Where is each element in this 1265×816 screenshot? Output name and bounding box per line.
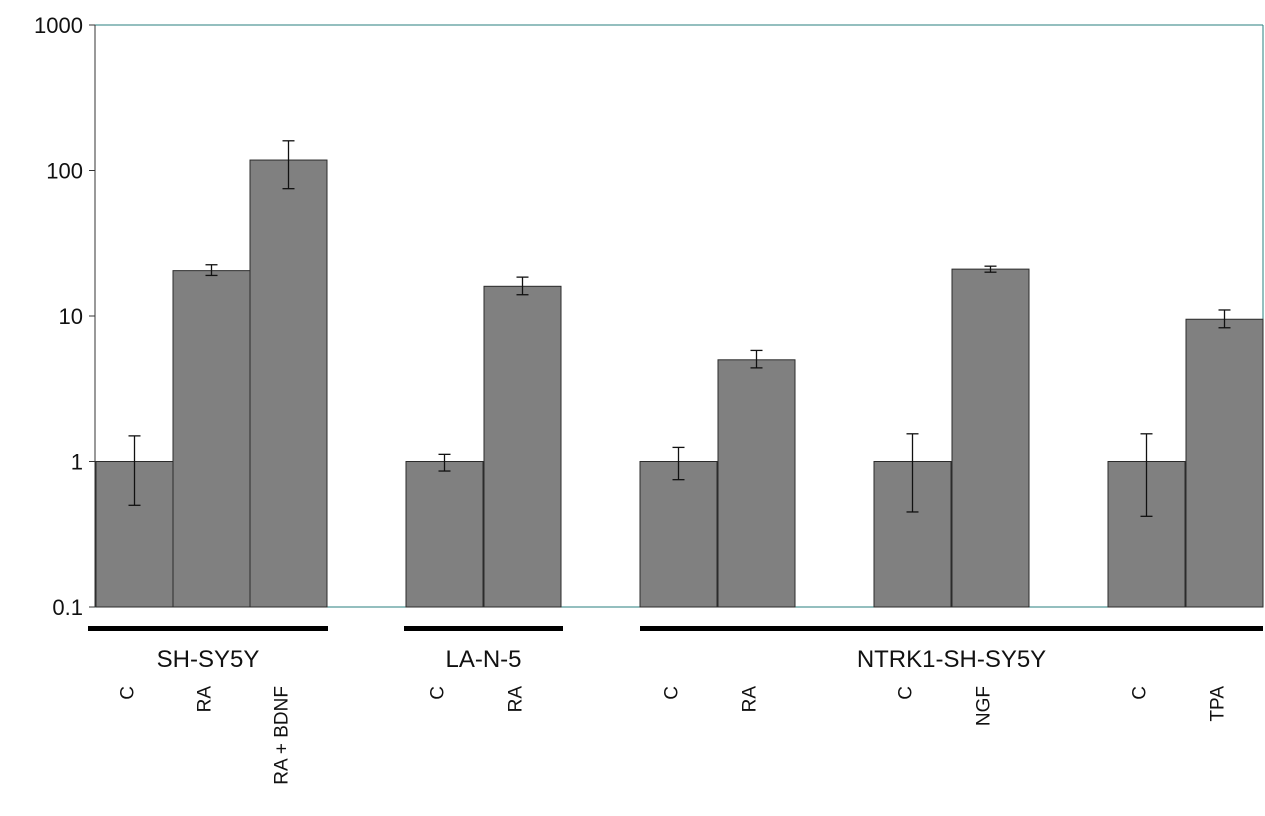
y-axis: 0.1 1 10 100 1000	[34, 13, 96, 620]
bar	[1185, 318, 1264, 608]
y-tick-label: 100	[46, 159, 83, 184]
category-label: C	[118, 686, 139, 700]
category-label: C	[428, 686, 449, 700]
bar	[639, 461, 718, 608]
group-underline	[640, 626, 1263, 631]
bar	[951, 268, 1030, 608]
group-label: LA-N-5	[445, 646, 521, 673]
category-label: C	[896, 686, 917, 700]
y-tick-label: 1000	[34, 13, 83, 38]
y-tick-label: 1	[71, 450, 83, 475]
error-bars-layer	[128, 140, 1231, 517]
bar	[249, 159, 328, 608]
group-label: SH-SY5Y	[157, 646, 260, 673]
group-underline	[88, 626, 328, 631]
category-label: C	[662, 686, 683, 700]
y-tick-label: 10	[59, 304, 83, 329]
x-axis-category-labels: C RA RA + BDNF C RA C RA C NGF C TPA	[118, 686, 1229, 785]
bar	[717, 359, 796, 608]
category-label: C	[1130, 686, 1151, 700]
y-tick-label: 0.1	[52, 595, 83, 620]
category-label: RA	[740, 686, 761, 713]
bar	[172, 270, 251, 608]
bars-layer	[95, 159, 1264, 608]
category-label: RA	[195, 686, 216, 713]
group-labels: SH-SY5Y LA-N-5 NTRK1-SH-SY5Y	[88, 626, 1263, 673]
bar	[405, 461, 484, 608]
category-label: NGF	[974, 686, 995, 726]
group-underline	[404, 626, 563, 631]
category-label: RA	[506, 686, 527, 713]
group-label: NTRK1-SH-SY5Y	[857, 646, 1046, 673]
bar	[483, 285, 562, 608]
category-label: RA + BDNF	[272, 686, 293, 785]
category-label: TPA	[1208, 686, 1229, 722]
